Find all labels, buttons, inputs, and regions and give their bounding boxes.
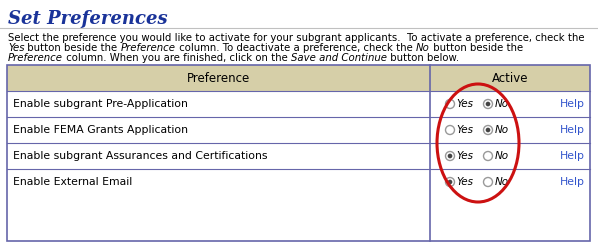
Text: No: No [416, 43, 430, 53]
Text: Yes: Yes [8, 43, 25, 53]
Text: Yes: Yes [456, 177, 474, 187]
Text: Select the preference you would like to activate for your subgrant applicants.  : Select the preference you would like to … [8, 33, 584, 43]
Circle shape [446, 178, 454, 187]
Text: Yes: Yes [456, 125, 474, 135]
Circle shape [448, 154, 452, 158]
Text: button below.: button below. [387, 53, 459, 63]
Text: Save and Continue: Save and Continue [291, 53, 387, 63]
Text: button beside the: button beside the [25, 43, 121, 53]
Text: Active: Active [492, 71, 528, 84]
Circle shape [486, 128, 490, 132]
Text: Enable FEMA Grants Application: Enable FEMA Grants Application [13, 125, 188, 135]
Text: Enable subgrant Assurances and Certifications: Enable subgrant Assurances and Certifica… [13, 151, 267, 161]
Text: Preference: Preference [121, 43, 176, 53]
Text: No: No [495, 177, 509, 187]
Circle shape [484, 100, 493, 109]
Bar [7, 65, 590, 241]
Text: Help: Help [560, 151, 585, 161]
Text: Enable External Email: Enable External Email [13, 177, 132, 187]
Text: No: No [495, 99, 509, 109]
Circle shape [484, 178, 493, 187]
Text: No: No [495, 151, 509, 161]
Text: column. When you are finished, click on the: column. When you are finished, click on … [63, 53, 291, 63]
Text: Preference: Preference [8, 53, 63, 63]
Circle shape [446, 125, 454, 134]
Text: Preference: Preference [187, 71, 250, 84]
Circle shape [446, 100, 454, 109]
Circle shape [484, 125, 493, 134]
Circle shape [446, 151, 454, 161]
Text: No: No [495, 125, 509, 135]
Text: button beside the: button beside the [430, 43, 523, 53]
Text: Set Preferences: Set Preferences [8, 10, 167, 28]
Text: Help: Help [560, 125, 585, 135]
Text: Help: Help [560, 177, 585, 187]
Text: Help: Help [560, 99, 585, 109]
Text: Yes: Yes [456, 99, 474, 109]
Circle shape [484, 151, 493, 161]
Text: Yes: Yes [456, 151, 474, 161]
Circle shape [486, 102, 490, 106]
Text: Enable subgrant Pre-Application: Enable subgrant Pre-Application [13, 99, 188, 109]
Bar [7, 65, 590, 91]
Text: column. To deactivate a preference, check the: column. To deactivate a preference, chec… [176, 43, 416, 53]
Circle shape [448, 180, 452, 184]
